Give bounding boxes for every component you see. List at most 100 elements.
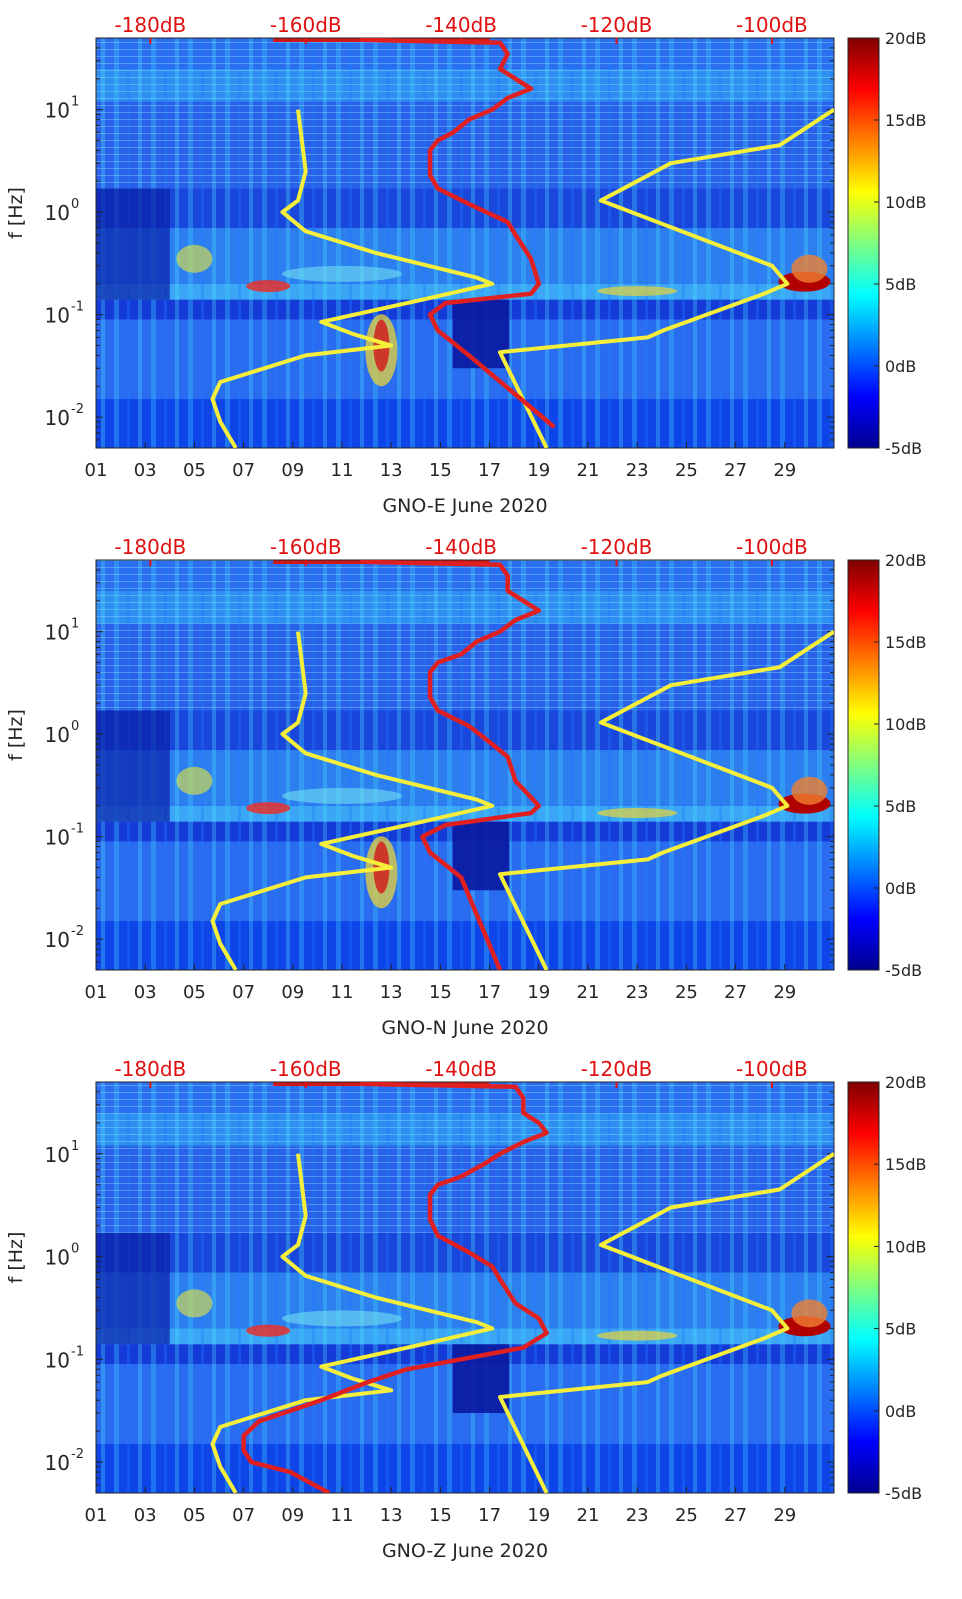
x-tick-label: 01 [85, 1505, 108, 1526]
x-tick-label: 11 [331, 460, 354, 481]
x-tick-label: 25 [675, 460, 698, 481]
x-tick-label: 19 [527, 460, 550, 481]
y-tick-base: 10 [45, 304, 70, 328]
top-db-label: -140dB [425, 1057, 497, 1081]
y-tick-base: 10 [45, 99, 70, 123]
colorbar-label: 20dB [885, 29, 927, 48]
y-tick-label: 10 [45, 1451, 70, 1475]
x-tick-label: 19 [527, 1505, 550, 1526]
x-tick-label: 19 [527, 982, 550, 1003]
y-tick-exponent: -1 [71, 822, 84, 837]
curves [210, 1082, 834, 1493]
colorbar-label: 0dB [885, 879, 916, 898]
y-tick-exponent: -2 [71, 1447, 84, 1462]
y-tick-label: 10 [45, 723, 70, 747]
y-tick-label: 10 [45, 304, 70, 328]
y-tick-exponent: 1 [71, 1139, 79, 1154]
x-axis-label: GNO-E June 2020 [382, 495, 547, 517]
x-tick-label: 13 [380, 982, 403, 1003]
noise-model-line-1 [210, 109, 495, 448]
y-tick-exponent: -1 [71, 300, 84, 315]
y-axis-label: f [Hz] [5, 1232, 27, 1284]
x-tick-label: 17 [478, 1505, 501, 1526]
y-axis-label: f [Hz] [5, 709, 27, 761]
y-tick-base: 10 [45, 826, 70, 850]
colorbar-label: 15dB [885, 633, 927, 652]
colorbar-label: 20dB [885, 1073, 927, 1092]
y-tick-label: 10 [45, 1348, 70, 1372]
x-tick-label: 23 [626, 1505, 649, 1526]
x-tick-label: 13 [380, 1505, 403, 1526]
noise-model-line-2 [498, 1152, 834, 1493]
y-tick-base: 10 [45, 406, 70, 430]
noise-model-line-2 [498, 629, 834, 970]
x-tick-label: 15 [429, 982, 452, 1003]
colorbar-label: -5dB [885, 961, 922, 980]
noise-model-line-1 [210, 1153, 495, 1493]
x-tick-label: 27 [724, 460, 747, 481]
x-tick-label: 27 [724, 982, 747, 1003]
y-tick-label: 10 [45, 99, 70, 123]
y-tick-label: 10 [45, 621, 70, 645]
colorbar-label: 0dB [885, 357, 916, 376]
colorbar-label: -5dB [885, 439, 922, 458]
top-db-label: -100dB [736, 1057, 808, 1081]
y-tick-label: 10 [45, 928, 70, 952]
top-db-label: -120dB [581, 535, 653, 559]
top-db-label: -120dB [581, 13, 653, 37]
top-db-label: -100dB [736, 13, 808, 37]
y-tick-exponent: -2 [71, 402, 84, 417]
x-tick-label: 11 [331, 1505, 354, 1526]
spectrogram-image [96, 38, 834, 448]
colorbar-label: 5dB [885, 275, 916, 294]
y-tick-base: 10 [45, 723, 70, 747]
noise-model-line-2 [498, 107, 834, 448]
x-tick-label: 13 [380, 460, 403, 481]
y-tick-exponent: 1 [71, 617, 79, 632]
curves [210, 560, 834, 970]
x-tick-label: 11 [331, 982, 354, 1003]
y-tick-exponent: 1 [71, 95, 79, 110]
x-tick-label: 01 [85, 460, 108, 481]
top-db-label: -140dB [425, 535, 497, 559]
top-db-label: -120dB [581, 1057, 653, 1081]
colorbar-label: 10dB [885, 715, 927, 734]
x-tick-label: 05 [183, 982, 206, 1003]
colorbar-label: 10dB [885, 1237, 927, 1256]
y-tick-base: 10 [45, 1143, 70, 1167]
colorbar [847, 559, 880, 971]
colorbar-label: 5dB [885, 797, 916, 816]
x-tick-label: 09 [281, 1505, 304, 1526]
y-tick-base: 10 [45, 928, 70, 952]
top-db-label: -180dB [114, 1057, 186, 1081]
top-db-label: -180dB [114, 535, 186, 559]
x-tick-label: 21 [577, 982, 600, 1003]
top-db-label: -160dB [270, 535, 342, 559]
colorbar-label: 20dB [885, 551, 927, 570]
y-tick-label: 10 [45, 406, 70, 430]
y-tick-base: 10 [45, 201, 70, 225]
x-tick-label: 15 [429, 460, 452, 481]
spectrogram-image [96, 1082, 834, 1493]
x-tick-label: 23 [626, 982, 649, 1003]
y-tick-label: 10 [45, 1143, 70, 1167]
x-tick-label: 17 [478, 460, 501, 481]
x-tick-label: 25 [675, 1505, 698, 1526]
x-tick-label: 29 [773, 982, 796, 1003]
noise-model-line-1 [210, 631, 495, 970]
median-psd-line [360, 560, 542, 970]
median-psd-line [241, 1082, 549, 1493]
x-tick-label: 03 [134, 460, 157, 481]
y-tick-base: 10 [45, 1246, 70, 1270]
top-db-label: -180dB [114, 13, 186, 37]
y-tick-base: 10 [45, 1451, 70, 1475]
x-tick-label: 17 [478, 982, 501, 1003]
x-tick-label: 07 [232, 1505, 255, 1526]
top-db-label: -100dB [736, 535, 808, 559]
colorbar-label: -5dB [885, 1484, 922, 1503]
x-tick-label: 01 [85, 982, 108, 1003]
y-tick-base: 10 [45, 1348, 70, 1372]
